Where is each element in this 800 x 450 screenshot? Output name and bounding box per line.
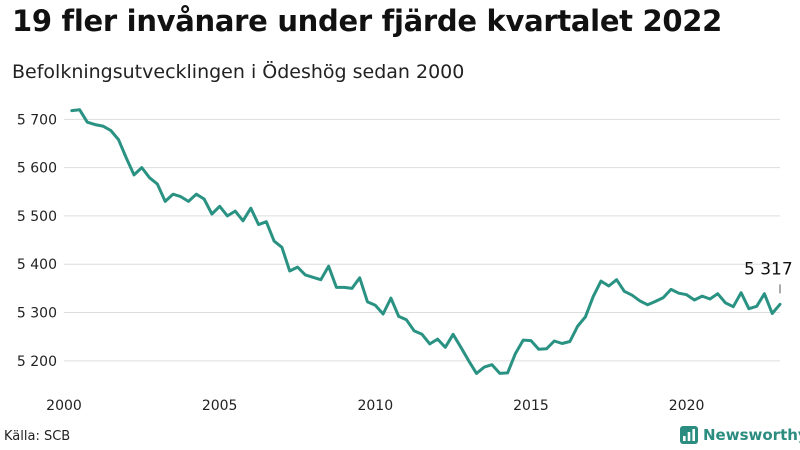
y-tick-label: 5 700 [17,112,57,128]
brand-logo: Newsworthy [680,426,800,444]
source-note: Källa: SCB [4,429,71,444]
y-tick-label: 5 300 [17,306,57,322]
y-tick-label: 5 200 [17,354,57,370]
y-tick-label: 5 400 [17,257,57,273]
last-value-label: 5 317 [744,259,793,279]
chart-title: 19 fler invånare under fjärde kvartalet … [12,4,723,38]
y-tick-label: 5 500 [17,209,57,225]
line-chart: 5 200 5 300 5 400 5 500 5 600 5 700 2000 2005 20… [17,108,793,414]
x-tick-label: 2010 [357,398,393,414]
x-tick-label: 2020 [669,398,705,414]
y-tick-label: 5 600 [17,161,57,177]
brand-name: Newsworthy [703,426,800,444]
chart-subtitle: Befolkningsutvecklingen i Ödeshög sedan … [12,61,465,83]
x-tick-label: 2000 [46,398,82,414]
newsworthy-chart-icon [680,426,698,444]
x-tick-label: 2015 [513,398,549,414]
x-tick-label: 2005 [202,398,238,414]
series-line [70,108,782,375]
